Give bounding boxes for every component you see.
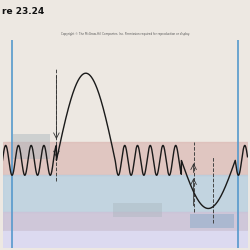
Bar (2, 212, 248, 231)
Bar (190, 214, 234, 228)
Bar (113, 203, 162, 217)
Bar (2, 40, 248, 142)
Text: re 23.24: re 23.24 (2, 8, 45, 16)
Bar (2, 175, 248, 212)
Bar (2, 231, 248, 248)
Bar (13, 134, 50, 159)
Bar (2, 142, 248, 175)
Text: Copyright © The McGraw-Hill Companies, Inc. Permission required for reproduction: Copyright © The McGraw-Hill Companies, I… (60, 32, 190, 36)
